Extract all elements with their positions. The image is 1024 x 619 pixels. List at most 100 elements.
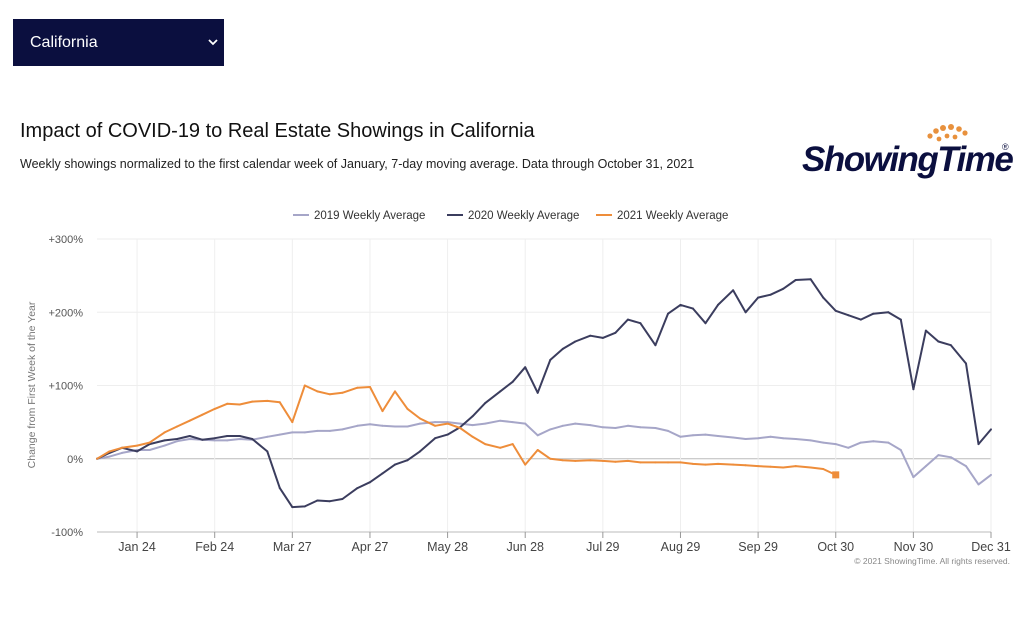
series-point [356, 386, 359, 389]
series-point [328, 393, 331, 396]
series-point [990, 428, 992, 431]
series-point [291, 421, 294, 424]
series-point [278, 401, 281, 404]
series-point [471, 424, 474, 427]
series-point [406, 425, 409, 428]
series-point [887, 441, 890, 444]
y-tick-label: +200% [48, 307, 83, 319]
series-point [912, 388, 915, 391]
series-point [782, 287, 785, 290]
series-point [757, 465, 760, 468]
series-point [601, 426, 604, 429]
series-point [369, 386, 371, 388]
line-chart: Jan 24 Feb 24 Mar 27 Apr 27 May 28 Jun 28 Jul … [26, 210, 1011, 554]
series-point [654, 344, 657, 347]
series-point [859, 318, 862, 321]
series-point [303, 431, 306, 434]
series-point [769, 465, 772, 468]
series-point [226, 439, 229, 442]
series-point [965, 362, 967, 365]
series-point [574, 459, 577, 462]
series-point [561, 347, 564, 350]
series-point [924, 465, 927, 468]
series-point [757, 296, 760, 299]
series-point [744, 464, 747, 467]
series-point [601, 459, 604, 462]
series-point [188, 438, 191, 440]
series-point [419, 450, 421, 453]
series-point [626, 424, 629, 427]
series-point [341, 428, 344, 431]
series-point [822, 468, 825, 470]
series-point [136, 444, 139, 447]
x-tick-label: Jun 28 [506, 540, 544, 554]
series-point [484, 443, 487, 446]
series-point [626, 318, 629, 321]
series-point [899, 318, 902, 321]
series-point [471, 415, 474, 418]
series-point [406, 459, 409, 462]
series-point [419, 422, 421, 425]
series-point [614, 460, 617, 463]
series-point [822, 441, 825, 444]
logo-registered: ® [1002, 142, 1009, 152]
series-point [394, 390, 396, 393]
series-point [251, 400, 254, 403]
series-point [692, 434, 694, 437]
series-point [809, 278, 812, 281]
legend-item[interactable]: 2019 Weekly Average [293, 210, 425, 222]
series-point [872, 312, 875, 315]
legend-item[interactable]: 2020 Weekly Average [447, 210, 579, 222]
series-point [732, 436, 735, 439]
series-point [549, 358, 552, 361]
series-point [266, 399, 269, 402]
series-point [614, 331, 617, 334]
series-point [639, 461, 642, 464]
series-point [213, 407, 216, 410]
series-point [536, 391, 539, 394]
chart-subtitle: Weekly showings normalized to the first … [20, 157, 695, 171]
series-end-marker [832, 471, 840, 479]
series-point [704, 433, 707, 436]
series-line-0 [96, 419, 992, 486]
series-point [316, 499, 319, 502]
series-point [278, 487, 281, 490]
series-point [201, 413, 204, 416]
series-point [176, 440, 179, 443]
series-point [667, 429, 669, 432]
series-point [213, 437, 216, 440]
series-point [176, 438, 179, 440]
series-point [226, 435, 229, 437]
region-select-value: California [30, 33, 98, 51]
series-point [887, 311, 890, 314]
series-point [121, 451, 123, 454]
series-point [434, 424, 437, 427]
series-point [626, 459, 629, 462]
y-axis-ticks: -100% 0% +100% +200% +300% [48, 234, 83, 539]
series-point [484, 402, 487, 405]
x-axis-ticks: Jan 24 Feb 24 Mar 27 Apr 27 May 28 Jun 28 Jul … [118, 532, 1011, 554]
series-point [757, 437, 760, 440]
series-point [549, 428, 552, 431]
series-point [574, 340, 577, 343]
region-select[interactable]: California [13, 19, 224, 66]
x-tick-label: Jan 24 [118, 540, 156, 554]
legend: 2019 Weekly Average 2020 Weekly Average 20… [293, 210, 728, 222]
legend-item[interactable]: 2021 Weekly Average [596, 210, 728, 222]
series-lines [96, 278, 992, 509]
series-point [511, 443, 514, 446]
series-point [419, 417, 421, 420]
series-point [406, 407, 409, 410]
series-point [639, 426, 642, 429]
series-point [561, 459, 564, 462]
series-point [614, 427, 617, 429]
legend-label: 2019 Weekly Average [314, 210, 425, 222]
series-line-1 [96, 278, 992, 509]
series-point [511, 380, 514, 383]
series-point [769, 435, 772, 438]
series-point [822, 296, 825, 299]
x-tick-label: Sep 29 [738, 540, 778, 554]
series-point [356, 424, 359, 427]
grid-lines [97, 238, 992, 533]
series-point [148, 441, 151, 444]
